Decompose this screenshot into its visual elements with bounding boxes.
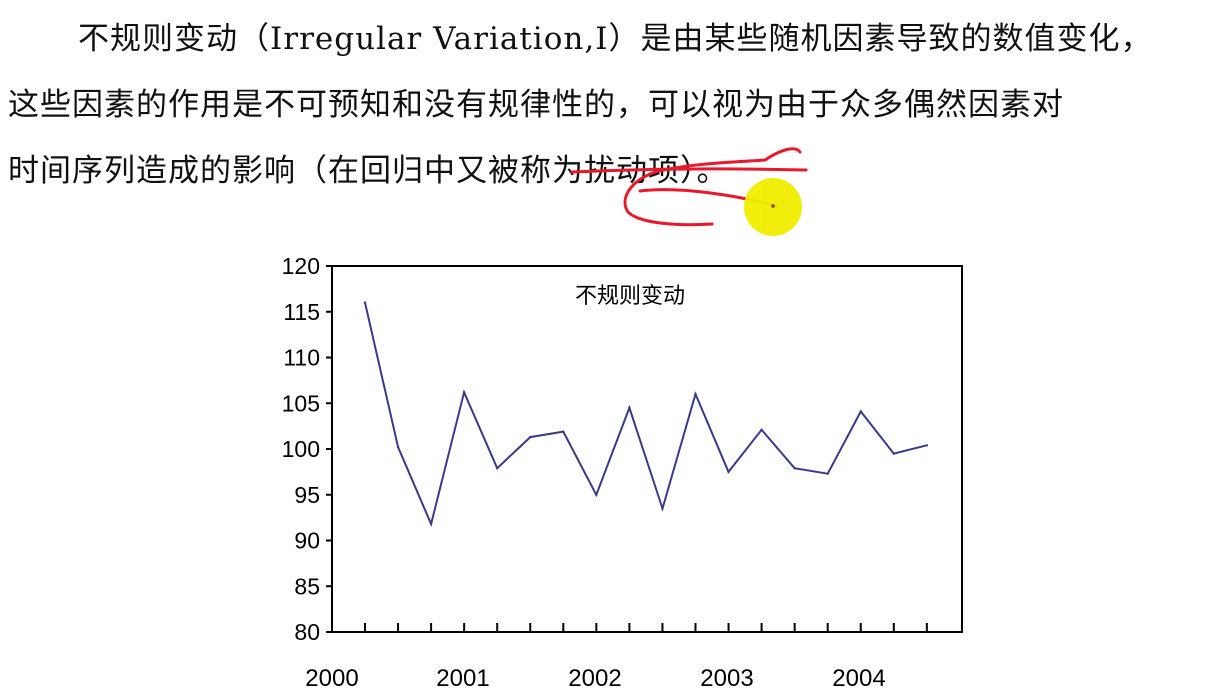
data-point (727, 470, 730, 474)
y-tick-label: 120 (282, 253, 320, 279)
data-point (859, 410, 862, 413)
data-point (661, 507, 664, 510)
x-tick-label: 2004 (832, 665, 885, 692)
x-tick-label: 2000 (305, 665, 358, 692)
data-point (925, 444, 929, 447)
chart-title: 不规则变动 (575, 283, 685, 308)
data-point (760, 428, 763, 431)
y-tick-label: 80 (294, 619, 320, 645)
cursor-highlight (744, 178, 802, 236)
x-tick-label: 2002 (568, 665, 621, 692)
y-tick-label: 95 (294, 482, 320, 508)
data-point (793, 467, 796, 470)
x-tick-label: 2001 (436, 665, 489, 692)
data-point (826, 472, 829, 475)
series-line (364, 302, 928, 528)
x-axis: 2000 2001 2002 2003 2004 (305, 623, 928, 692)
data-point (429, 522, 433, 526)
y-tick-label: 115 (283, 299, 320, 325)
paragraph-line-1: 不规则变动（Irregular Variation,I）是由某些随机因素导致的数… (78, 21, 1153, 57)
data-point (628, 406, 631, 410)
data-point (562, 430, 565, 433)
plot-frame (331, 265, 963, 633)
data-point (694, 392, 697, 396)
data-point (462, 391, 466, 394)
x-tick-label: 2003 (700, 665, 753, 692)
y-tick-label: 105 (282, 390, 320, 416)
series-group (363, 301, 929, 528)
data-point (595, 493, 598, 496)
cursor-dot (771, 204, 775, 208)
data-point (363, 301, 367, 304)
y-tick-label: 110 (283, 345, 320, 371)
paragraph-line-2: 这些因素的作用是不可预知和没有规律性的，可以视为由于众多偶然因素对 (8, 87, 1064, 123)
data-point (892, 452, 895, 455)
y-axis: 80 85 90 95 100 105 110 115 120 (282, 253, 332, 645)
y-tick-label: 85 (294, 573, 320, 599)
y-tick-label: 100 (282, 436, 320, 462)
y-tick-label: 90 (294, 528, 320, 554)
data-point (396, 445, 400, 449)
data-point (496, 467, 499, 470)
data-point (529, 435, 532, 439)
